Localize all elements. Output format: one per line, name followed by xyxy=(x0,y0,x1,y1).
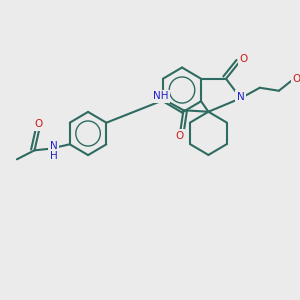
Text: O: O xyxy=(239,54,248,64)
Text: O: O xyxy=(35,119,43,129)
Text: N: N xyxy=(50,141,58,151)
Text: H: H xyxy=(50,151,58,161)
Text: O: O xyxy=(175,131,183,141)
Text: NH: NH xyxy=(153,91,169,101)
Text: N: N xyxy=(237,92,244,102)
Text: O: O xyxy=(292,74,300,84)
